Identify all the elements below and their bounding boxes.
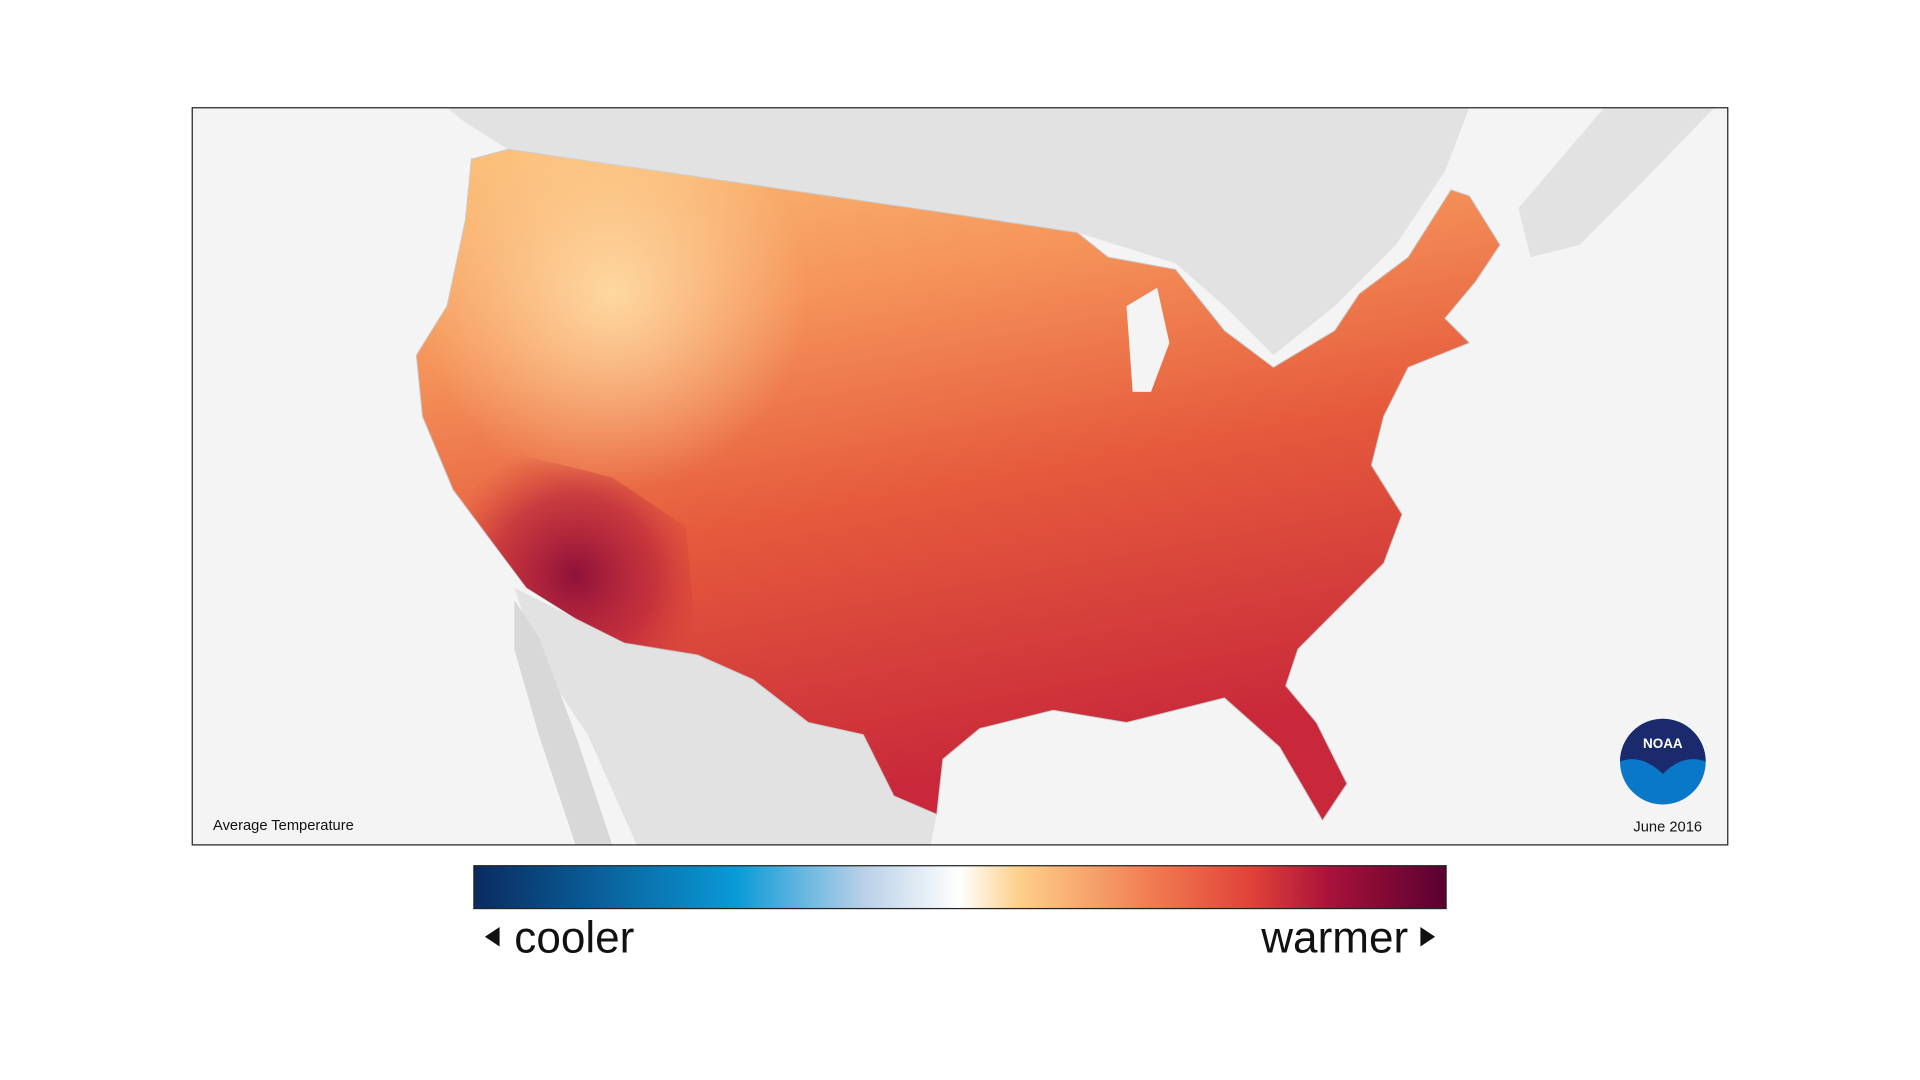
warmer-arrow bbox=[1420, 926, 1436, 947]
southwest-hot-overlay bbox=[453, 453, 698, 656]
canada-east-land bbox=[1518, 107, 1715, 258]
canada-land bbox=[446, 107, 1470, 356]
map-date: June 2016 bbox=[1633, 819, 1702, 835]
map-border bbox=[191, 107, 1729, 846]
noaa-logo: NOAA bbox=[1620, 718, 1706, 805]
legend-low-label: cooler bbox=[514, 914, 634, 963]
lake-michigan bbox=[1126, 287, 1170, 392]
legend-high-label: warmer bbox=[1260, 914, 1408, 963]
map-frame: Average Temperature June 2016 NOAA bbox=[191, 107, 1729, 846]
map-label: Average Temperature bbox=[213, 818, 354, 834]
logo-top bbox=[1620, 718, 1706, 774]
legend: cooler warmer bbox=[473, 865, 1447, 963]
mexico-land bbox=[514, 587, 937, 845]
logo-text: NOAA bbox=[1643, 736, 1683, 751]
legend-colorbar bbox=[473, 865, 1447, 910]
cooler-arrow bbox=[484, 926, 500, 947]
baja-land bbox=[514, 600, 613, 845]
